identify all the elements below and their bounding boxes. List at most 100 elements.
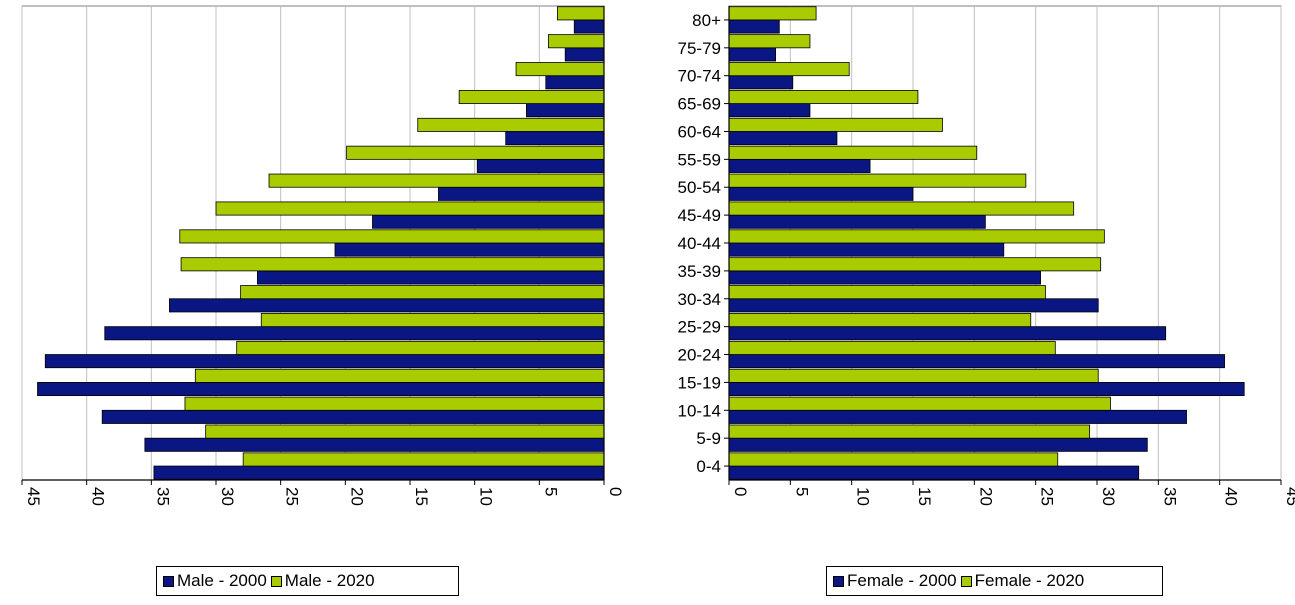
male-bar-2000-65-69 xyxy=(526,103,605,118)
male-bar-2000-15-19 xyxy=(37,382,605,397)
male-bar-2020-70-74 xyxy=(515,62,605,77)
male-bar-2000-40-44 xyxy=(334,242,605,257)
female-bar-2020-50-54 xyxy=(728,173,1027,188)
male-bar-2020-45-49 xyxy=(215,201,605,216)
female-bar-2000-55-59 xyxy=(728,158,871,173)
female-bar-2020-60-64 xyxy=(728,117,943,132)
age-group-label-80+: 80+ xyxy=(692,11,721,30)
legend-swatch-male-2000 xyxy=(163,575,174,587)
male-bar-2000-80+ xyxy=(573,19,605,34)
female-bar-2020-20-24 xyxy=(728,340,1056,355)
male-x-tick-label-10: 10 xyxy=(477,487,496,506)
female-bar-2020-5-9 xyxy=(728,424,1091,439)
female-bar-2000-15-19 xyxy=(728,382,1245,397)
male-legend: Male - 2000 Male - 2020 xyxy=(156,566,459,596)
female-bar-2020-45-49 xyxy=(728,201,1075,216)
legend-entry-female-2020: Female - 2020 xyxy=(960,571,1085,591)
male-bar-2000-35-39 xyxy=(256,270,605,285)
male-bar-2020-5-9 xyxy=(205,424,605,439)
female-x-tick-label-35: 35 xyxy=(1160,487,1179,506)
legend-entry-female-2000: Female - 2000 xyxy=(833,571,957,591)
female-bar-2000-80+ xyxy=(728,19,780,34)
age-group-label-10-14: 10-14 xyxy=(678,401,721,420)
age-group-label-75-79: 75-79 xyxy=(678,39,721,58)
legend-label-male-2020: Male - 2020 xyxy=(284,571,375,590)
female-bar-2000-70-74 xyxy=(728,75,794,90)
male-bar-2000-25-29 xyxy=(104,326,605,341)
female-bar-2000-65-69 xyxy=(728,103,811,118)
female-bar-2020-35-39 xyxy=(728,257,1102,272)
female-x-tick-label-5: 5 xyxy=(792,487,811,496)
legend-swatch-male-2020 xyxy=(270,575,282,587)
male-bar-chart: 0 5 10 15 20 25 30 35 40 45 xyxy=(21,5,625,506)
male-bar-2000-50-54 xyxy=(438,186,605,201)
legend-swatch-female-2000 xyxy=(833,575,844,587)
male-x-tick-label-40: 40 xyxy=(89,487,108,506)
female-x-tick-label-25: 25 xyxy=(1038,487,1057,506)
age-group-label-45-49: 45-49 xyxy=(678,206,721,225)
male-bar-2020-30-34 xyxy=(240,285,605,300)
male-bar-2020-80+ xyxy=(557,6,605,21)
female-bar-2020-65-69 xyxy=(728,89,919,104)
male-bar-2000-10-14 xyxy=(101,409,605,424)
male-bar-2000-70-74 xyxy=(545,75,605,90)
age-group-label-35-39: 35-39 xyxy=(678,262,721,281)
legend-label-female-2020: Female - 2020 xyxy=(974,571,1085,590)
male-x-tick-label-30: 30 xyxy=(218,487,237,506)
male-bar-2020-25-29 xyxy=(260,313,605,328)
female-bar-2000-30-34 xyxy=(728,298,1099,313)
female-bar-2000-60-64 xyxy=(728,131,838,146)
female-bar-2020-25-29 xyxy=(728,313,1032,328)
age-group-label-65-69: 65-69 xyxy=(678,95,721,114)
male-bar-2020-65-69 xyxy=(458,89,605,104)
female-bar-2020-15-19 xyxy=(728,368,1099,383)
female-bar-2000-20-24 xyxy=(728,354,1225,369)
female-legend: Female - 2000 Female - 2020 xyxy=(826,566,1163,596)
male-bar-2020-40-44 xyxy=(179,229,605,244)
male-bar-2000-60-64 xyxy=(505,131,605,146)
age-group-labels: 0-4 5-9 10-14 15-19 20-24 25-29 30-34 35-39 40-4… xyxy=(678,11,729,476)
female-x-tick-label-0: 0 xyxy=(731,487,750,496)
male-bar-2020-35-39 xyxy=(180,257,605,272)
female-bar-2020-0-4 xyxy=(728,452,1059,467)
age-group-label-55-59: 55-59 xyxy=(678,150,721,169)
female-x-tick-label-40: 40 xyxy=(1222,487,1241,506)
male-x-tick-label-5: 5 xyxy=(541,487,560,496)
male-x-tick-label-15: 15 xyxy=(412,487,431,506)
female-bar-2000-0-4 xyxy=(728,465,1140,480)
female-bar-2000-75-79 xyxy=(728,47,777,62)
male-bar-2000-20-24 xyxy=(44,354,605,369)
female-bar-2020-40-44 xyxy=(728,229,1105,244)
male-bar-2020-50-54 xyxy=(268,173,605,188)
male-x-tick-label-35: 35 xyxy=(153,487,172,506)
legend-entry-male-2020: Male - 2020 xyxy=(270,571,375,591)
age-group-label-50-54: 50-54 xyxy=(678,178,721,197)
male-x-tick-label-25: 25 xyxy=(283,487,302,506)
age-group-label-5-9: 5-9 xyxy=(696,429,721,448)
female-bar-2020-55-59 xyxy=(728,145,978,160)
male-bar-2020-55-59 xyxy=(346,145,605,160)
male-bar-2000-30-34 xyxy=(169,298,605,313)
male-x-tick-label-45: 45 xyxy=(24,487,43,506)
female-bar-2000-25-29 xyxy=(728,326,1167,341)
female-bar-2000-45-49 xyxy=(728,214,986,229)
male-bar-2000-0-4 xyxy=(153,465,605,480)
female-x-tick-label-15: 15 xyxy=(915,487,934,506)
male-bar-2020-20-24 xyxy=(236,340,605,355)
female-bar-2020-80+ xyxy=(728,6,817,21)
age-group-label-0-4: 0-4 xyxy=(696,457,721,476)
age-group-label-40-44: 40-44 xyxy=(678,234,721,253)
female-bar-2020-30-34 xyxy=(728,285,1046,300)
female-x-tick-label-45: 45 xyxy=(1283,487,1295,506)
age-group-label-20-24: 20-24 xyxy=(678,346,721,365)
female-bar-2000-35-39 xyxy=(728,270,1041,285)
female-bar-2000-10-14 xyxy=(728,409,1187,424)
female-x-tick-label-30: 30 xyxy=(1099,487,1118,506)
age-group-label-60-64: 60-64 xyxy=(678,122,721,141)
legend-entry-male-2000: Male - 2000 xyxy=(163,571,267,591)
male-bar-2020-60-64 xyxy=(417,117,605,132)
female-x-tick-label-10: 10 xyxy=(854,487,873,506)
legend-label-female-2000: Female - 2000 xyxy=(847,571,957,590)
female-bar-2020-70-74 xyxy=(728,62,850,77)
